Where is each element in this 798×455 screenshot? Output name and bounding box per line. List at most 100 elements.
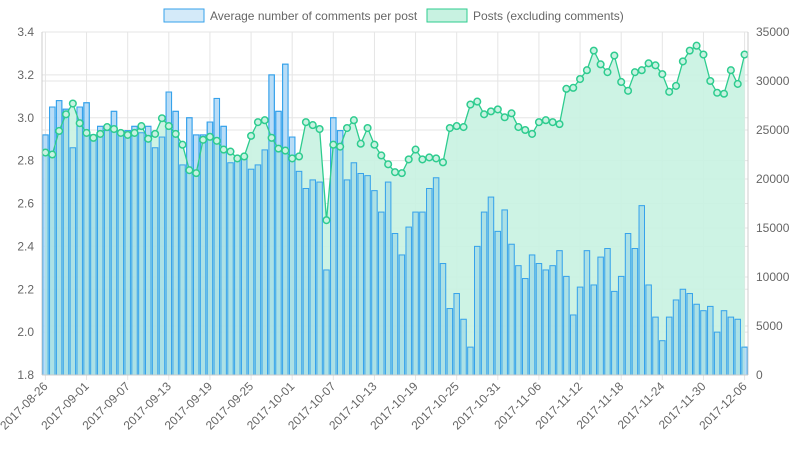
bar-overlay <box>439 263 447 376</box>
bar-overlay <box>549 265 556 376</box>
bar-overlay <box>693 303 700 376</box>
posts-point <box>226 147 235 156</box>
y-left-tick-label: 3.4 <box>17 25 34 39</box>
bar-overlay <box>234 160 241 376</box>
posts-point <box>164 122 173 131</box>
posts-point <box>144 134 153 143</box>
posts-point <box>493 105 502 114</box>
y-left-tick-label: 2.0 <box>17 325 34 339</box>
posts-point <box>240 152 249 161</box>
posts-point <box>61 110 71 119</box>
bar-overlay <box>652 316 659 376</box>
posts-point <box>370 140 379 149</box>
posts-point <box>569 83 578 92</box>
posts-point <box>582 66 591 75</box>
bar-overlay <box>309 179 316 376</box>
posts-point <box>390 168 400 177</box>
legend-label-posts: Posts (excluding comments) <box>473 9 624 23</box>
bar-overlay <box>617 275 625 376</box>
bar-overlay <box>590 284 598 376</box>
bar-overlay <box>391 233 399 376</box>
posts-point <box>247 131 256 140</box>
y-right-tick-label: 35000 <box>756 25 790 39</box>
posts-point <box>473 97 482 106</box>
posts-point <box>692 41 701 50</box>
posts-point <box>315 124 324 134</box>
posts-point <box>528 129 537 138</box>
bar-overlay <box>220 125 227 376</box>
bar-overlay <box>432 177 440 376</box>
legend-label-comments: Average number of comments per post <box>210 9 418 23</box>
bar-overlay <box>665 316 673 376</box>
bar-overlay <box>474 245 481 376</box>
bar-overlay <box>97 125 104 376</box>
posts-point <box>500 113 509 122</box>
posts-point <box>219 145 228 154</box>
posts-point <box>130 128 139 137</box>
posts-point <box>151 129 160 138</box>
bar-overlay <box>453 293 460 376</box>
y-right-tick-label: 25000 <box>756 123 790 137</box>
posts-point <box>397 169 406 178</box>
posts-point <box>123 130 132 139</box>
bar-overlay <box>336 130 344 376</box>
posts-point <box>137 122 146 131</box>
posts-point <box>75 119 84 128</box>
bar-overlay <box>268 74 275 376</box>
posts-point <box>418 155 427 164</box>
bar-overlay <box>158 136 166 376</box>
bar-overlay <box>371 190 378 376</box>
bar-overlay <box>426 187 433 376</box>
legend-item-posts[interactable]: Posts (excluding comments) <box>426 8 624 23</box>
bar-overlay <box>261 149 269 376</box>
bar-overlay <box>672 299 680 376</box>
bar-overlay <box>611 290 618 376</box>
posts-point <box>212 136 221 145</box>
posts-point <box>452 122 461 131</box>
posts-point <box>384 160 393 169</box>
posts-point <box>480 110 489 119</box>
y-left-tick-label: 3.2 <box>17 68 34 82</box>
bar-overlay <box>240 155 248 376</box>
posts-point <box>459 123 468 132</box>
bar-overlay <box>350 162 358 376</box>
bar-overlay <box>206 121 214 376</box>
posts-point <box>685 46 694 55</box>
bar-overlay <box>110 110 118 376</box>
posts-point <box>109 124 119 134</box>
bar-overlay <box>542 269 550 376</box>
legend-item-comments[interactable]: Average number of comments per post <box>163 8 418 23</box>
bar-overlay <box>713 331 721 376</box>
posts-point <box>726 66 735 75</box>
posts-point <box>555 120 564 129</box>
bar-overlay <box>247 168 255 376</box>
posts-point <box>356 139 365 148</box>
bar-overlay <box>378 211 385 376</box>
legend-swatch-posts <box>426 8 468 23</box>
posts-point <box>96 129 105 138</box>
bar-overlay <box>638 205 645 376</box>
posts-point <box>438 158 448 167</box>
bar-overlay <box>282 63 289 376</box>
bar-overlay <box>316 181 323 376</box>
bar-overlay <box>103 130 111 376</box>
bar-overlay <box>302 187 310 376</box>
bar-overlay <box>734 318 741 376</box>
bar-overlay <box>227 162 234 376</box>
bar-overlay <box>145 125 152 376</box>
bar-overlay <box>563 275 570 376</box>
posts-point <box>363 123 372 133</box>
posts-point <box>658 70 667 79</box>
bar-overlay <box>384 181 392 376</box>
posts-point <box>576 74 585 84</box>
posts-point <box>103 123 112 132</box>
posts-point <box>322 216 331 225</box>
posts-point <box>671 81 681 90</box>
bar-overlay <box>727 316 735 376</box>
bar-overlay <box>76 106 83 376</box>
posts-point <box>589 46 598 55</box>
bar-overlay <box>42 134 49 376</box>
posts-point <box>514 123 523 132</box>
posts-point <box>185 166 194 175</box>
posts-point <box>637 66 646 75</box>
